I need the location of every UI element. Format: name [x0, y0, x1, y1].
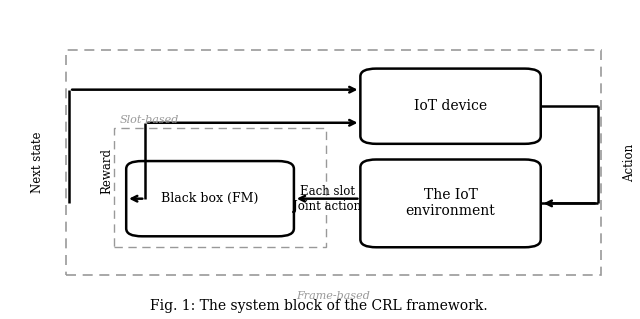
Bar — [66, 50, 601, 276]
Text: Slot-based: Slot-based — [120, 115, 179, 125]
FancyBboxPatch shape — [360, 160, 541, 247]
Text: Fig. 1: The system block of the CRL framework.: Fig. 1: The system block of the CRL fram… — [150, 299, 488, 313]
Text: The IoT
environment: The IoT environment — [406, 188, 495, 219]
Text: IoT device: IoT device — [414, 99, 487, 113]
Text: Black box (FM): Black box (FM) — [161, 192, 259, 205]
Text: Each slot
Joint action: Each slot Joint action — [293, 185, 361, 213]
Text: Next state: Next state — [31, 132, 44, 193]
Text: Frame-based: Frame-based — [296, 291, 371, 301]
Bar — [113, 128, 326, 247]
FancyBboxPatch shape — [126, 161, 294, 236]
Text: Reward: Reward — [100, 148, 114, 194]
Text: Action: Action — [623, 144, 636, 182]
FancyBboxPatch shape — [360, 69, 541, 144]
